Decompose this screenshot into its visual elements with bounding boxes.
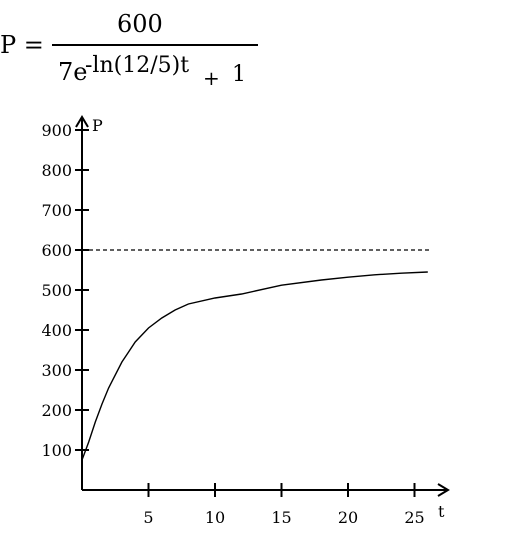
formula-plus: + bbox=[203, 66, 220, 90]
growth-curve bbox=[81, 271, 428, 461]
formula: P = 600 7e -ln(12/5)t + 1 bbox=[0, 0, 300, 95]
y-axis-arrow bbox=[75, 115, 89, 128]
x-tick-label: 20 bbox=[338, 508, 358, 527]
y-tick-label: 700 bbox=[41, 201, 72, 220]
fraction-bar bbox=[52, 44, 258, 46]
x-tick-label: 5 bbox=[143, 508, 153, 527]
x-tick-label: 10 bbox=[205, 508, 225, 527]
y-tick-label: 100 bbox=[41, 441, 72, 460]
y-tick-label: 800 bbox=[41, 161, 72, 180]
y-tick-label: 400 bbox=[41, 321, 72, 340]
formula-lhs: P = bbox=[0, 31, 44, 59]
formula-numerator: 600 bbox=[117, 10, 163, 38]
y-tick-label: 900 bbox=[41, 121, 72, 140]
formula-constant: 1 bbox=[232, 62, 246, 87]
y-tick-label: 200 bbox=[41, 401, 72, 420]
chart-svg: Pt 100 200 300 400 500 600 700 800 900 5 10 15 20 25 bbox=[41, 115, 450, 527]
x-axis-label: t bbox=[438, 502, 445, 521]
y-tick-label: 300 bbox=[41, 361, 72, 380]
x-tick-label: 15 bbox=[271, 508, 291, 527]
formula-denominator-base: 7e bbox=[58, 58, 88, 86]
x-axis-arrow bbox=[437, 483, 450, 497]
x-tick-label: 25 bbox=[404, 508, 424, 527]
y-tick-label: 600 bbox=[41, 241, 72, 260]
y-tick-label: 500 bbox=[41, 281, 72, 300]
y-axis-label: P bbox=[92, 116, 103, 135]
formula-exponent: -ln(12/5)t bbox=[85, 53, 190, 78]
